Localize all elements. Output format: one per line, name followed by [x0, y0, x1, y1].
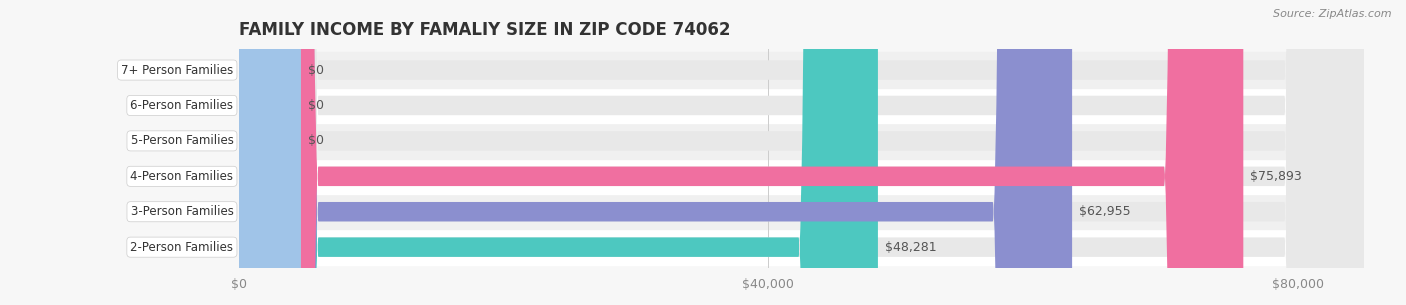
- Text: $0: $0: [308, 63, 323, 77]
- Text: 6-Person Families: 6-Person Families: [131, 99, 233, 112]
- Text: Source: ZipAtlas.com: Source: ZipAtlas.com: [1274, 9, 1392, 19]
- FancyBboxPatch shape: [239, 0, 1073, 305]
- Text: $48,281: $48,281: [884, 241, 936, 254]
- Text: $0: $0: [308, 135, 323, 147]
- FancyBboxPatch shape: [239, 0, 1364, 305]
- FancyBboxPatch shape: [239, 0, 301, 305]
- Bar: [239, 52, 1364, 88]
- Text: $75,893: $75,893: [1250, 170, 1302, 183]
- FancyBboxPatch shape: [239, 0, 1364, 305]
- Bar: [239, 159, 1364, 194]
- Text: 7+ Person Families: 7+ Person Families: [121, 63, 233, 77]
- FancyBboxPatch shape: [239, 0, 1364, 305]
- FancyBboxPatch shape: [239, 0, 1364, 305]
- Bar: [239, 123, 1364, 159]
- FancyBboxPatch shape: [239, 0, 1364, 305]
- Bar: [239, 194, 1364, 229]
- FancyBboxPatch shape: [239, 0, 301, 305]
- Text: 5-Person Families: 5-Person Families: [131, 135, 233, 147]
- FancyBboxPatch shape: [239, 0, 1243, 305]
- Text: 2-Person Families: 2-Person Families: [131, 241, 233, 254]
- FancyBboxPatch shape: [239, 0, 877, 305]
- Bar: [239, 229, 1364, 265]
- Text: $0: $0: [308, 99, 323, 112]
- FancyBboxPatch shape: [239, 0, 1364, 305]
- Text: 4-Person Families: 4-Person Families: [131, 170, 233, 183]
- Bar: [239, 88, 1364, 123]
- Text: $62,955: $62,955: [1078, 205, 1130, 218]
- Text: 3-Person Families: 3-Person Families: [131, 205, 233, 218]
- FancyBboxPatch shape: [239, 0, 301, 305]
- Text: FAMILY INCOME BY FAMALIY SIZE IN ZIP CODE 74062: FAMILY INCOME BY FAMALIY SIZE IN ZIP COD…: [239, 21, 731, 39]
